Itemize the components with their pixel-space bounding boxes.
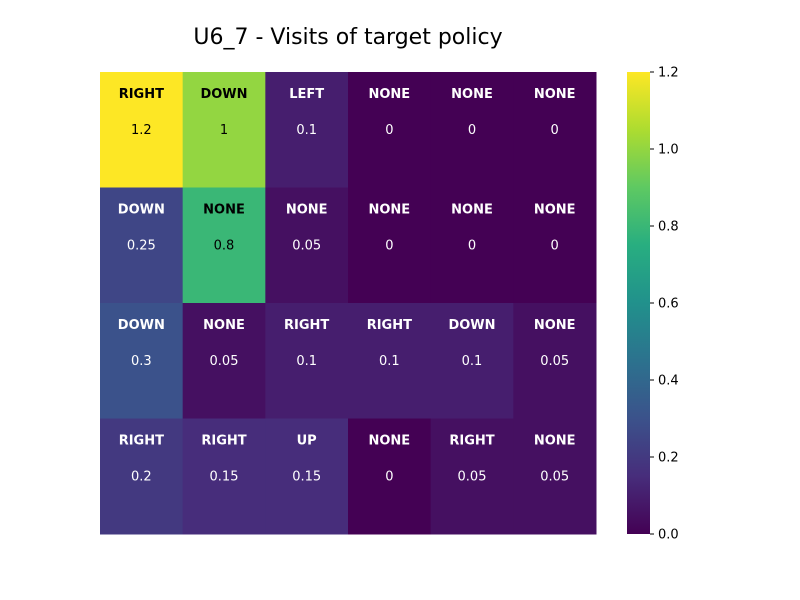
colorbar-tick-label: 0.4 xyxy=(658,374,679,389)
colorbar: 0.0 0.2 0.4 0.6 0.8 1.0 1.2 xyxy=(627,66,679,543)
cell-action-label: RIGHT xyxy=(201,434,246,449)
cell-value-label: 0.8 xyxy=(214,239,235,254)
cell-action-label: DOWN xyxy=(118,318,165,333)
cell-value-label: 0.1 xyxy=(379,354,400,369)
cell-action-label: DOWN xyxy=(200,87,247,102)
heatmap-cell-r2-c5 xyxy=(513,303,597,419)
colorbar-tick-label: 0.8 xyxy=(658,220,679,235)
cell-action-label: NONE xyxy=(451,87,493,102)
cell-value-label: 0.15 xyxy=(292,470,321,485)
colorbar-gradient xyxy=(627,72,650,534)
cell-action-label: LEFT xyxy=(289,87,324,102)
cell-value-label: 1.2 xyxy=(131,123,152,138)
cell-value-label: 0.05 xyxy=(292,239,321,254)
cell-action-label: RIGHT xyxy=(119,87,164,102)
cell-action-label: RIGHT xyxy=(367,318,412,333)
cell-value-label: 0.05 xyxy=(540,470,569,485)
cell-action-label: NONE xyxy=(286,203,328,218)
cell-action-label: NONE xyxy=(368,434,410,449)
heatmap-cell-r3-c0 xyxy=(100,418,184,535)
colorbar-tick-label: 1.2 xyxy=(658,66,679,81)
cell-value-label: 0 xyxy=(468,239,476,254)
cell-value-label: 0.1 xyxy=(296,123,317,138)
cell-value-label: 0.15 xyxy=(210,470,239,485)
cell-action-label: RIGHT xyxy=(119,434,164,449)
heatmap-cell-r0-c1 xyxy=(182,72,266,188)
heatmap-cell-r0-c5 xyxy=(513,72,597,188)
cell-action-label: NONE xyxy=(203,203,245,218)
cell-action-label: NONE xyxy=(534,434,576,449)
heatmap-cells: RIGHT 1.2 DOWN 1 LEFT 0.1 NONE 0 NONE 0 NONE 0 DOWN 0… xyxy=(100,72,597,535)
cell-action-label: NONE xyxy=(451,203,493,218)
cell-action-label: DOWN xyxy=(448,318,495,333)
heatmap-cell-r2-c1 xyxy=(182,303,266,419)
heatmap-cell-r0-c2 xyxy=(265,72,349,188)
heatmap-cell-r1-c0 xyxy=(100,187,184,304)
heatmap-cell-r3-c4 xyxy=(430,418,514,535)
heatmap-cell-r2-c2 xyxy=(265,303,349,419)
colorbar-tick-label: 0.6 xyxy=(658,297,679,312)
heatmap-cell-r2-c4 xyxy=(430,303,514,419)
cell-action-label: NONE xyxy=(534,203,576,218)
cell-action-label: RIGHT xyxy=(449,434,494,449)
cell-action-label: RIGHT xyxy=(284,318,329,333)
heatmap-cell-r0-c4 xyxy=(430,72,514,188)
cell-value-label: 0.3 xyxy=(131,354,152,369)
cell-value-label: 0.2 xyxy=(131,470,152,485)
heatmap-cell-r2-c0 xyxy=(100,303,184,419)
cell-value-label: 0.05 xyxy=(458,470,487,485)
heatmap-cell-r3-c2 xyxy=(265,418,349,535)
heatmap-cell-r3-c5 xyxy=(513,418,597,535)
heatmap-cell-r3-c1 xyxy=(182,418,266,535)
heatmap-cell-r2-c3 xyxy=(348,303,432,419)
heatmap-cell-r0-c3 xyxy=(348,72,432,188)
cell-value-label: 0.05 xyxy=(210,354,239,369)
heatmap-cell-r1-c4 xyxy=(430,187,514,304)
cell-action-label: NONE xyxy=(368,203,410,218)
heatmap-cell-r1-c3 xyxy=(348,187,432,304)
cell-value-label: 0 xyxy=(385,123,393,138)
colorbar-tick-label: 1.0 xyxy=(658,143,679,158)
cell-action-label: DOWN xyxy=(118,203,165,218)
cell-action-label: NONE xyxy=(534,87,576,102)
cell-value-label: 0 xyxy=(468,123,476,138)
cell-action-label: NONE xyxy=(534,318,576,333)
cell-value-label: 0.1 xyxy=(462,354,483,369)
heatmap-cell-r1-c5 xyxy=(513,187,597,304)
cell-value-label: 0 xyxy=(385,239,393,254)
heatmap-cell-r1-c2 xyxy=(265,187,349,304)
cell-value-label: 0 xyxy=(551,239,559,254)
cell-action-label: NONE xyxy=(368,87,410,102)
heatmap-cell-r1-c1 xyxy=(182,187,266,304)
cell-action-label: UP xyxy=(297,434,317,449)
heatmap-cell-r0-c0 xyxy=(100,72,184,188)
cell-value-label: 0 xyxy=(385,470,393,485)
cell-value-label: 0 xyxy=(551,123,559,138)
chart-title: U6_7 - Visits of target policy xyxy=(193,25,502,50)
cell-value-label: 0.25 xyxy=(127,239,156,254)
cell-value-label: 0.1 xyxy=(296,354,317,369)
heatmap-cell-r3-c3 xyxy=(348,418,432,535)
colorbar-ticks: 0.0 0.2 0.4 0.6 0.8 1.0 1.2 xyxy=(650,66,679,543)
cell-value-label: 1 xyxy=(220,123,228,138)
colorbar-tick-label: 0.0 xyxy=(658,528,679,543)
cell-value-label: 0.05 xyxy=(540,354,569,369)
cell-action-label: NONE xyxy=(203,318,245,333)
colorbar-tick-label: 0.2 xyxy=(658,451,679,466)
